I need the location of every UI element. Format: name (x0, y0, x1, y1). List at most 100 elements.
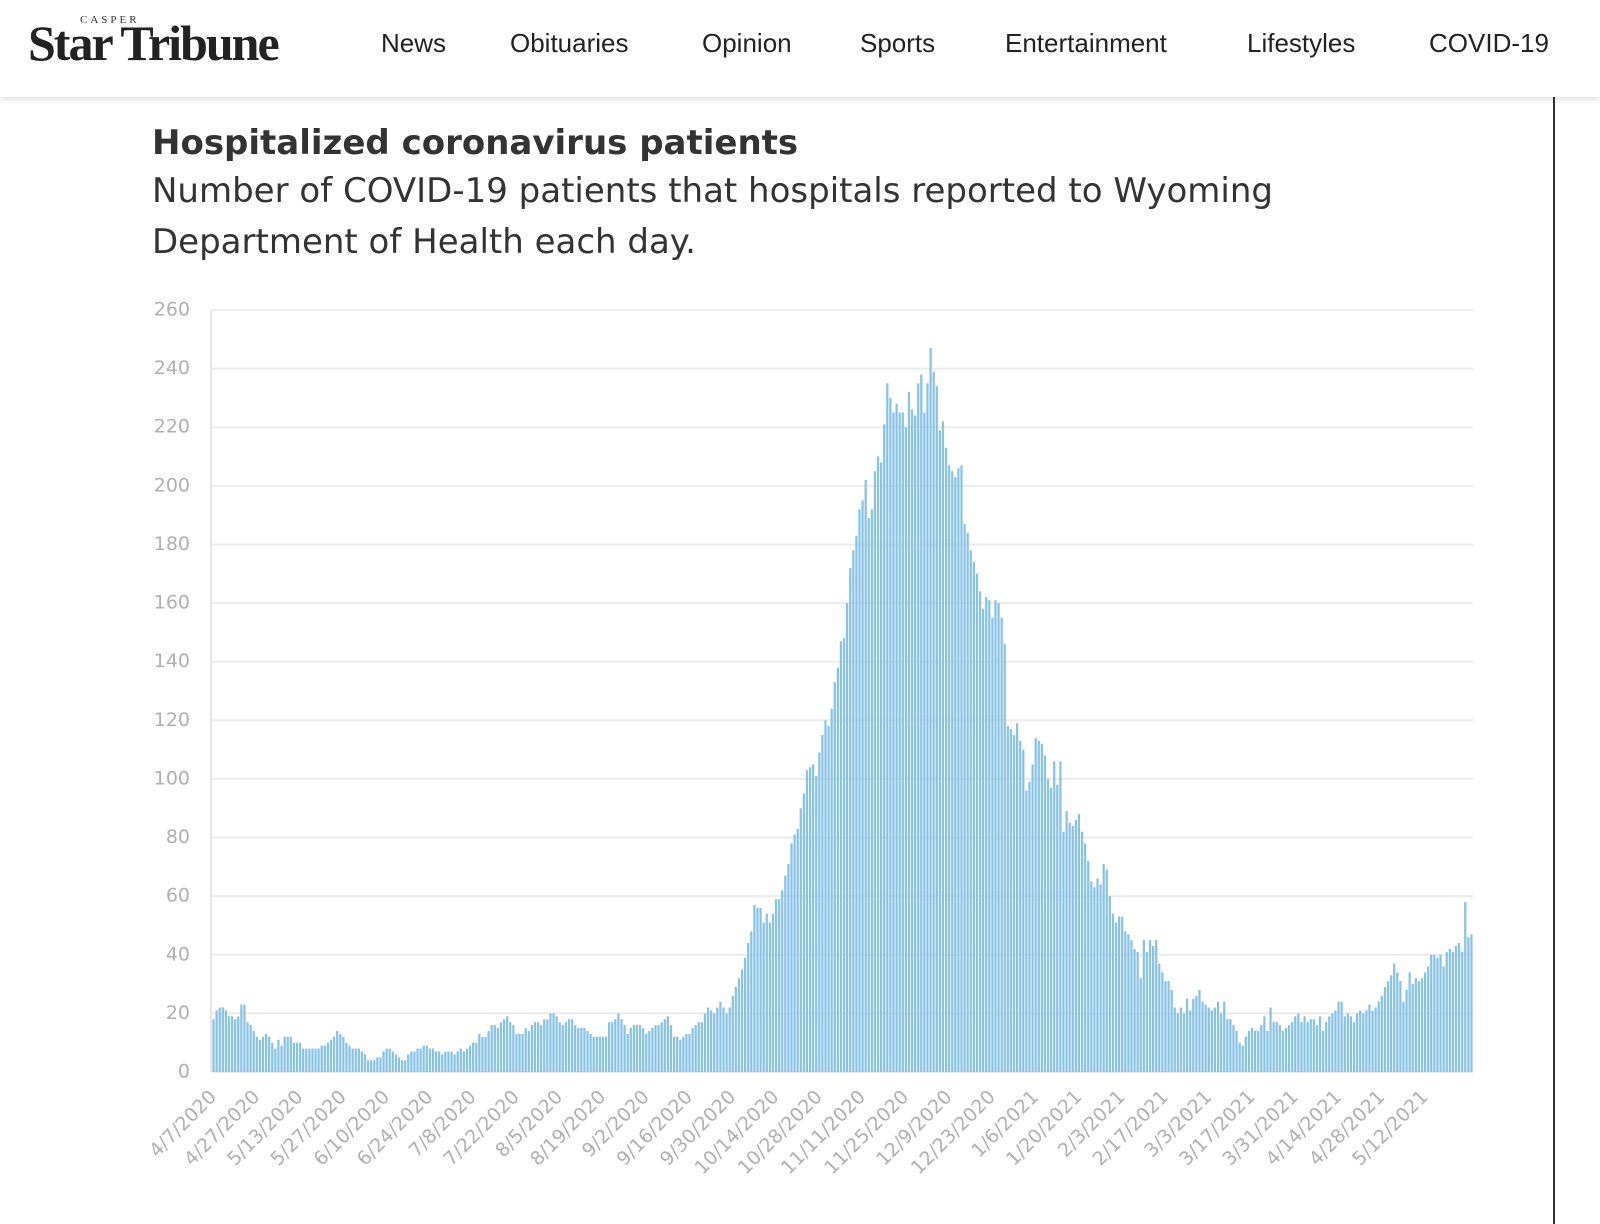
bar (966, 532, 969, 1072)
bar (867, 518, 870, 1072)
bar (719, 1001, 722, 1072)
chart: 0204060801001201401601802002202402604/7/… (145, 299, 1473, 1179)
bar (1080, 831, 1084, 1072)
bar (332, 1036, 336, 1072)
nav-link[interactable]: Obituaries (510, 28, 629, 58)
bar (620, 1019, 623, 1072)
bar (722, 1007, 725, 1072)
bar (914, 415, 917, 1072)
nav-link[interactable]: Lifestyles (1247, 28, 1356, 58)
bar (688, 1033, 691, 1072)
bar (1235, 1030, 1238, 1072)
bar (1161, 972, 1164, 1072)
bar (598, 1036, 601, 1072)
bar (543, 1019, 546, 1072)
bar (870, 509, 873, 1072)
bar (567, 1019, 571, 1072)
bar (509, 1022, 512, 1072)
bar (898, 412, 901, 1073)
bar (1244, 1036, 1247, 1072)
nav-link[interactable]: Sports (860, 28, 936, 58)
bar (577, 1028, 580, 1072)
nav-link[interactable]: Entertainment (1005, 28, 1167, 58)
bar (243, 1004, 246, 1072)
bar (876, 456, 880, 1072)
bar (339, 1033, 342, 1072)
bar (351, 1048, 354, 1072)
bar (1451, 951, 1455, 1072)
nav-link[interactable]: Opinion (702, 28, 792, 58)
bar (663, 1019, 666, 1072)
bar (227, 1016, 231, 1072)
bar (1389, 975, 1393, 1072)
bar (1204, 1004, 1207, 1072)
y-tick-label: 20 (166, 1002, 190, 1024)
bar (685, 1033, 688, 1072)
bar (1408, 972, 1411, 1072)
bar (972, 562, 975, 1072)
bar (676, 1036, 679, 1072)
bar (632, 1025, 635, 1072)
bar (237, 1016, 240, 1072)
bar (1263, 1016, 1266, 1072)
bar (1430, 954, 1433, 1072)
bar (258, 1039, 262, 1072)
bar (592, 1036, 595, 1072)
bar (793, 834, 796, 1072)
bar (1130, 940, 1133, 1072)
y-tick-label: 80 (166, 826, 190, 848)
bar (1192, 998, 1195, 1072)
bar (805, 770, 809, 1072)
bar (289, 1036, 292, 1072)
bar (1056, 784, 1059, 1072)
bar (1374, 1007, 1377, 1072)
bar (533, 1022, 537, 1072)
y-tick-label: 120 (154, 709, 190, 731)
bar (255, 1036, 258, 1072)
bar (373, 1060, 376, 1072)
bar (1173, 1007, 1176, 1072)
bar (1059, 761, 1062, 1072)
bar (1287, 1025, 1291, 1072)
bar (305, 1048, 308, 1072)
bar (1195, 995, 1198, 1072)
bar (1074, 819, 1077, 1072)
nav-link[interactable]: News (381, 28, 447, 58)
bar (1294, 1016, 1297, 1072)
bar (1108, 896, 1111, 1072)
bar (298, 1042, 302, 1072)
bar (527, 1030, 530, 1072)
bar (419, 1048, 422, 1072)
bar (1019, 740, 1022, 1072)
logo[interactable]: Star Tribune (28, 15, 280, 71)
bar (468, 1045, 472, 1072)
bar (453, 1054, 456, 1072)
bar (784, 875, 787, 1072)
bar (1414, 978, 1417, 1072)
bar (765, 913, 768, 1072)
bar (895, 403, 898, 1072)
bar (1399, 981, 1402, 1072)
bar (441, 1054, 444, 1072)
bar (487, 1030, 490, 1072)
bar (540, 1025, 543, 1072)
bar (629, 1028, 632, 1072)
y-tick-label: 220 (154, 416, 190, 438)
bar (320, 1045, 323, 1072)
bar (1210, 1010, 1213, 1072)
nav-link[interactable]: COVID-19 (1429, 28, 1549, 58)
bar (1321, 1030, 1325, 1072)
bar (1275, 1022, 1278, 1072)
bar (1269, 1007, 1272, 1072)
bar (611, 1022, 614, 1072)
bar (1046, 778, 1050, 1072)
bar (1278, 1025, 1281, 1072)
bar (549, 1013, 552, 1072)
bar (410, 1051, 413, 1072)
y-tick-label: 260 (154, 299, 190, 321)
bar (234, 1019, 237, 1072)
bar (889, 397, 892, 1072)
bar (345, 1042, 348, 1072)
chart-subtitle: Number of COVID-19 patients that hospita… (152, 171, 1274, 262)
bar (1145, 951, 1149, 1072)
